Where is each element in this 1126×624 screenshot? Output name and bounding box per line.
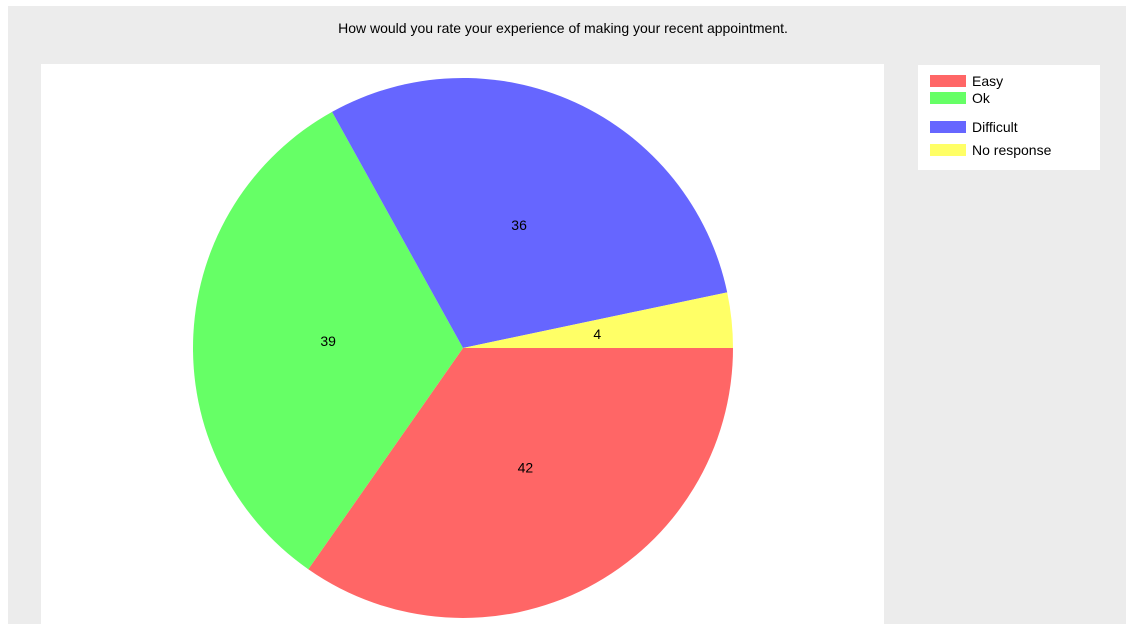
legend-item-difficult: Difficult <box>930 119 1018 135</box>
chart-title: How would you rate your experience of ma… <box>338 20 788 36</box>
legend-label-ok: Ok <box>972 90 990 106</box>
pie-label-difficult: 36 <box>511 217 527 233</box>
legend-item-no-response: No response <box>930 142 1051 158</box>
pie-label-ok: 39 <box>320 333 336 349</box>
legend-swatch-ok <box>930 92 966 104</box>
pie-slice-easy <box>308 348 733 618</box>
pie-slice-ok <box>192 111 464 570</box>
legend-label-no-response: No response <box>972 142 1052 158</box>
legend: Easy Ok Difficult No response <box>918 65 1100 170</box>
legend-swatch-no-response <box>930 144 966 156</box>
legend-swatch-easy <box>930 75 966 87</box>
legend-item-ok: Ok <box>930 90 990 106</box>
pie-slice-no-response <box>463 292 733 348</box>
legend-label-difficult: Difficult <box>972 119 1018 135</box>
pie-label-easy: 42 <box>518 460 534 476</box>
legend-label-easy: Easy <box>972 73 1004 89</box>
pie-label-no-response: 4 <box>593 326 601 342</box>
legend-item-easy: Easy <box>930 73 1003 89</box>
legend-swatch-difficult <box>930 121 966 133</box>
pie-slice-difficult <box>332 78 728 349</box>
